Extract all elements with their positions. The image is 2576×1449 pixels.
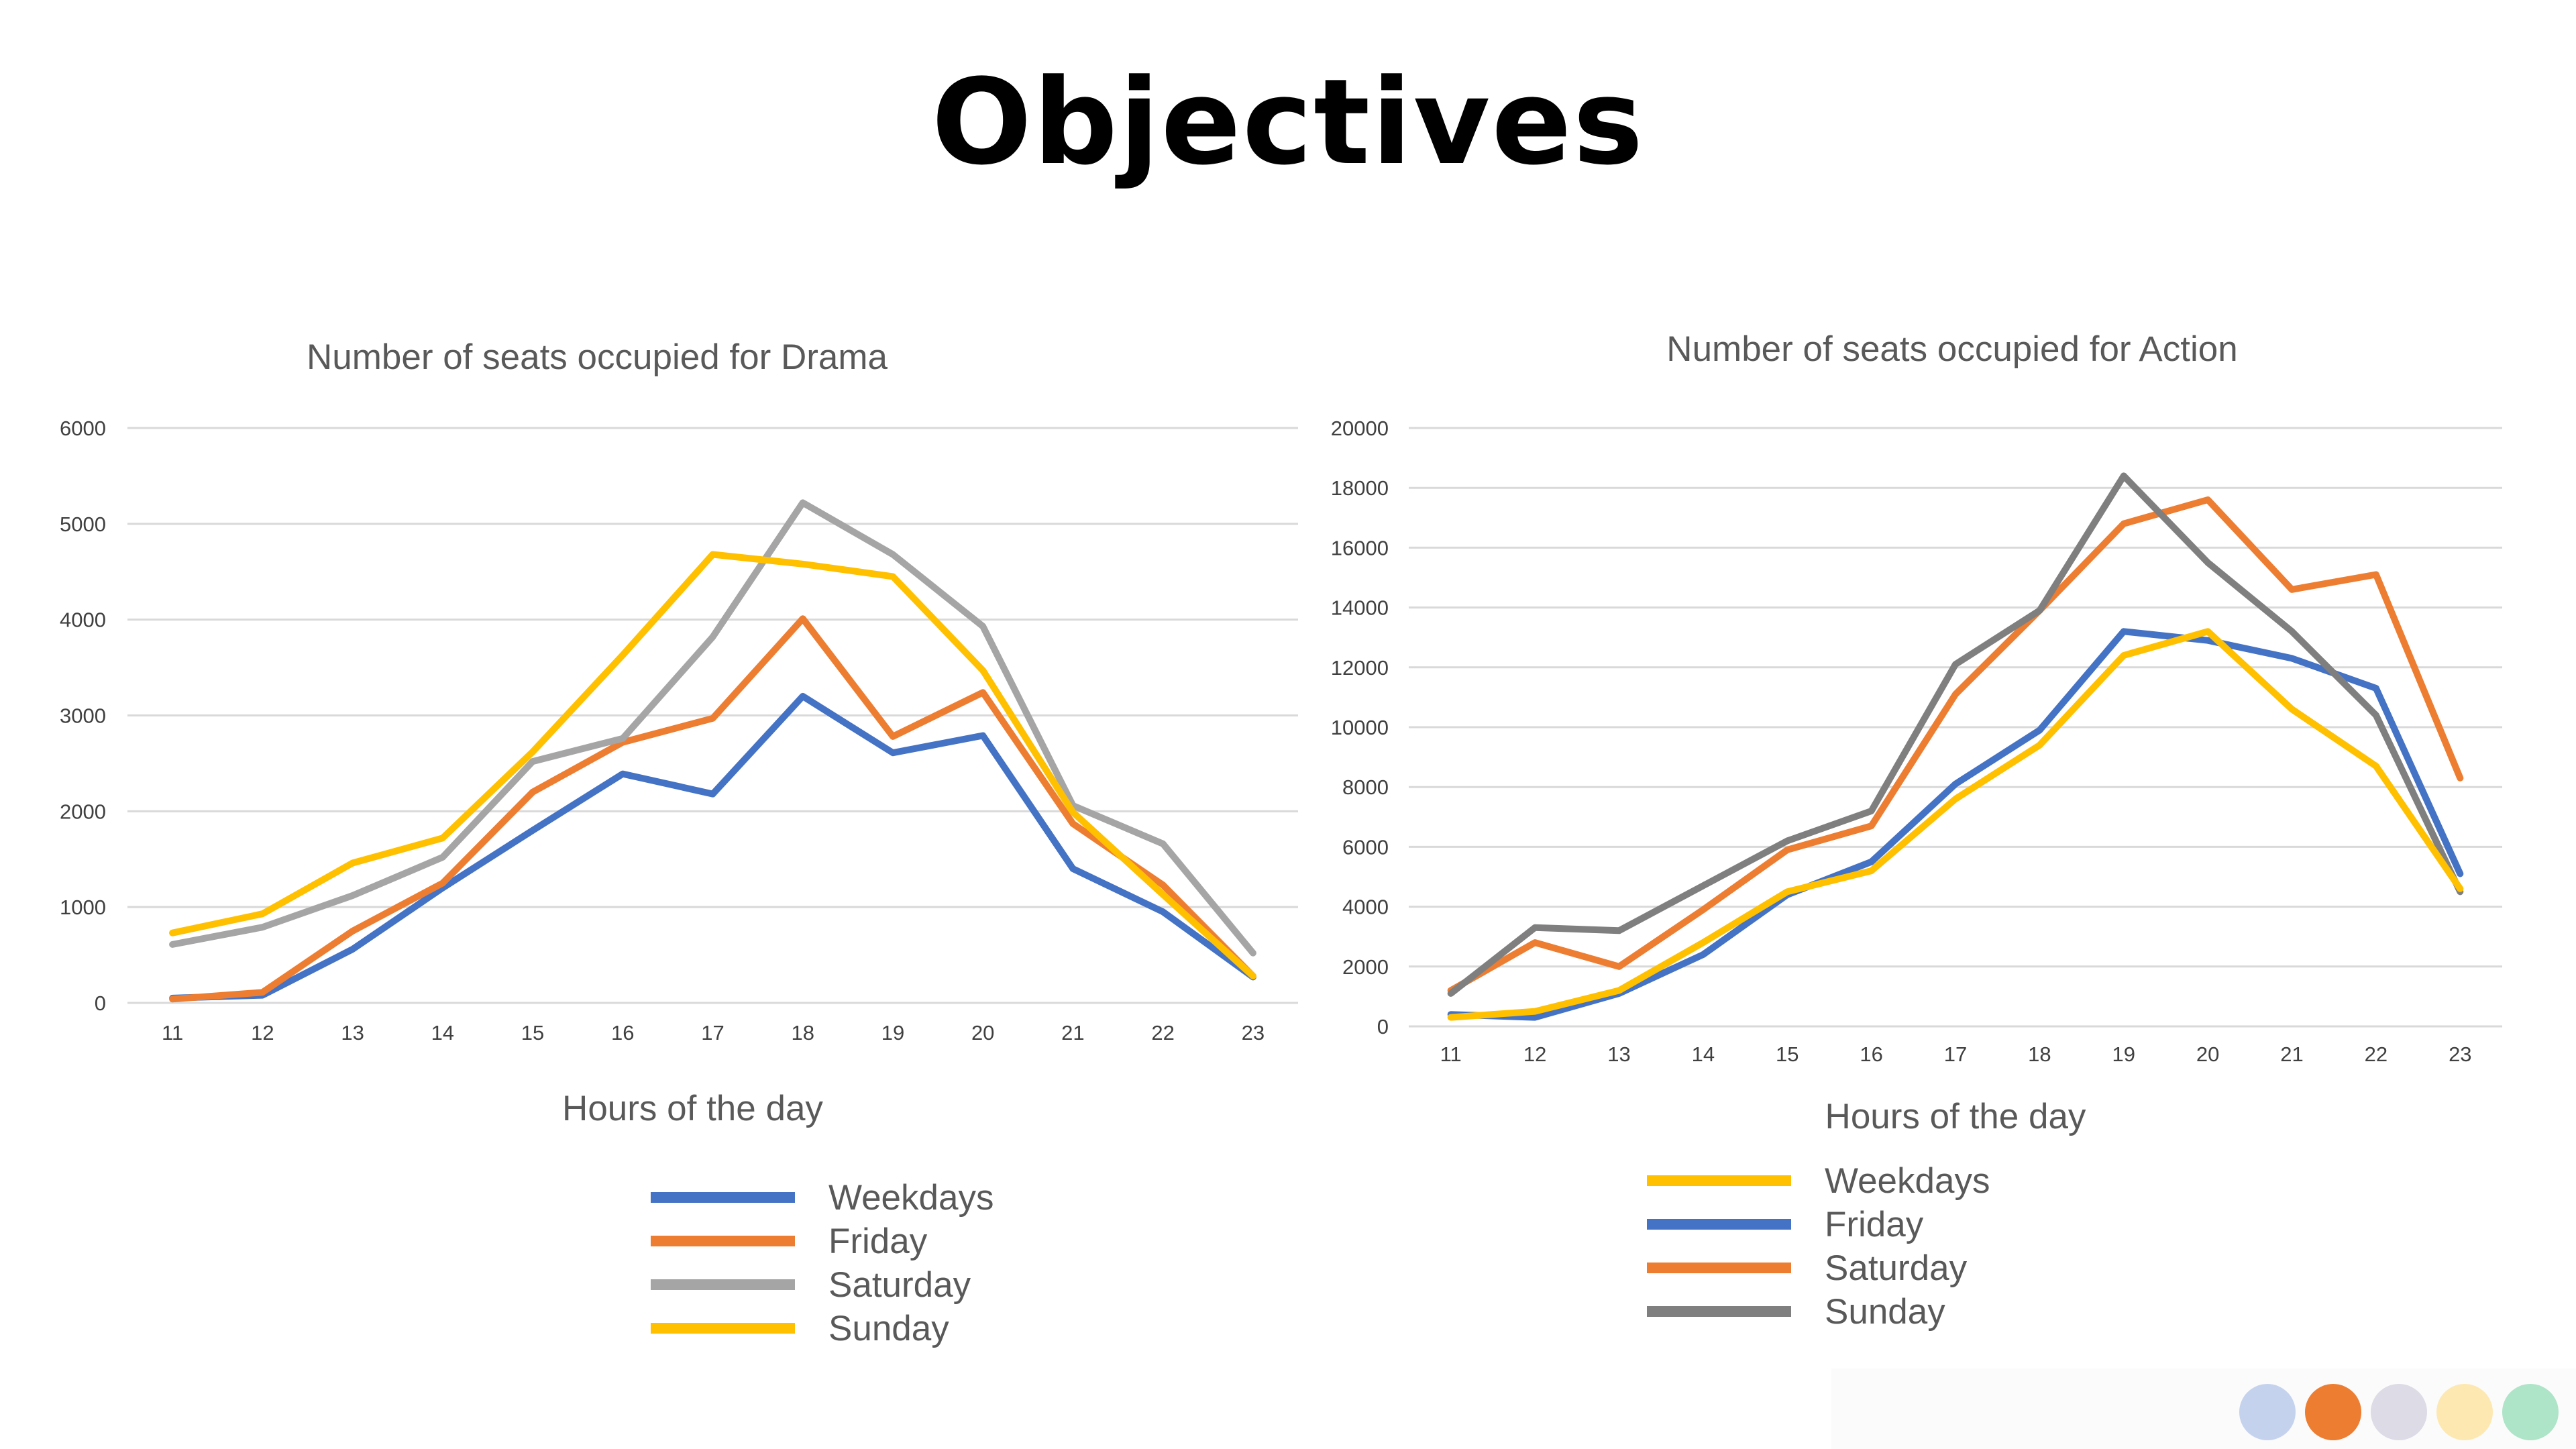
x-axis-label: Hours of the day	[1825, 1097, 2086, 1136]
x-tick-label: 15	[521, 1021, 544, 1044]
x-tick-label: 12	[1523, 1042, 1546, 1066]
decor-dot	[2502, 1384, 2559, 1440]
x-tick-label: 11	[162, 1021, 183, 1044]
y-tick-label: 4000	[60, 608, 106, 632]
series-line-weekdays	[169, 692, 1256, 1002]
series-line-weekdays	[1447, 628, 2464, 1021]
decor-dot	[2436, 1384, 2493, 1440]
y-tick-label: 2000	[60, 800, 106, 823]
y-tick-label: 2000	[1342, 955, 1389, 979]
y-tick-label: 3000	[60, 704, 106, 728]
y-tick-label: 5000	[60, 513, 106, 536]
series-line-saturday	[169, 499, 1256, 957]
x-axis-label: Hours of the day	[562, 1089, 823, 1128]
x-tick-label: 23	[1242, 1021, 1265, 1044]
x-tick-label: 11	[1440, 1042, 1462, 1066]
x-tick-label: 18	[2028, 1042, 2051, 1066]
x-tick-label: 15	[1776, 1042, 1799, 1066]
x-tick-label: 19	[881, 1021, 904, 1044]
legend-label: Friday	[828, 1222, 928, 1261]
y-tick-label: 6000	[60, 417, 106, 440]
x-tick-label: 16	[611, 1021, 634, 1044]
page-title: Objectives	[931, 54, 1645, 191]
x-tick-label: 14	[431, 1021, 454, 1044]
x-tick-label: 17	[1944, 1042, 1967, 1066]
y-tick-label: 0	[95, 991, 106, 1015]
x-tick-label: 20	[971, 1021, 994, 1044]
chart-title: Number of seats occupied for Drama	[307, 337, 888, 377]
y-tick-label: 1000	[60, 896, 106, 919]
series-line-sunday	[169, 551, 1256, 979]
y-tick-label: 0	[1377, 1015, 1389, 1038]
x-tick-label: 20	[2196, 1042, 2219, 1066]
drama-chart: Number of seats occupied for Drama 0 1000 2…	[0, 315, 1298, 1362]
legend-label: Saturday	[1825, 1248, 1968, 1288]
y-tick-label: 12000	[1331, 656, 1389, 680]
decor-dot	[2371, 1384, 2427, 1440]
legend-label: Friday	[1825, 1205, 1924, 1244]
chart-title: Number of seats occupied for Action	[1666, 329, 2237, 369]
x-tick-label: 13	[1607, 1042, 1630, 1066]
legend-label: Saturday	[828, 1265, 971, 1305]
x-tick-label: 16	[1860, 1042, 1882, 1066]
x-tick-label: 23	[2449, 1042, 2471, 1066]
series-line-friday	[169, 615, 1256, 1003]
y-tick-label: 14000	[1331, 596, 1389, 620]
y-tick-label: 20000	[1331, 417, 1389, 440]
y-tick-label: 10000	[1331, 716, 1389, 739]
x-tick-label: 22	[2365, 1042, 2387, 1066]
y-tick-label: 8000	[1342, 775, 1389, 799]
legend-label: Sunday	[828, 1309, 949, 1348]
series-line-sunday	[1447, 472, 2464, 997]
y-tick-label: 18000	[1331, 476, 1389, 500]
legend-label: Weekdays	[1825, 1161, 1990, 1201]
x-tick-label: 17	[701, 1021, 724, 1044]
x-tick-label: 22	[1151, 1021, 1174, 1044]
y-tick-label: 4000	[1342, 896, 1389, 919]
x-tick-label: 21	[1061, 1021, 1084, 1044]
x-tick-label: 21	[2280, 1042, 2303, 1066]
x-tick-label: 18	[791, 1021, 814, 1044]
chart-svg: Number of seats occupied for Drama 0 1000 2…	[60, 337, 1298, 1348]
x-tick-label: 19	[2112, 1042, 2135, 1066]
action-chart: Number of seats occupied for Action 0 2000…	[1288, 315, 2576, 1362]
series-line-saturday	[1447, 496, 2464, 994]
legend-label: Weekdays	[828, 1178, 994, 1218]
x-tick-label: 12	[251, 1021, 274, 1044]
x-tick-label: 14	[1692, 1042, 1715, 1066]
legend-label: Sunday	[1825, 1292, 1945, 1332]
decor-dot	[2239, 1384, 2296, 1440]
decor-dot	[2305, 1384, 2361, 1440]
y-tick-label: 6000	[1342, 835, 1389, 859]
y-tick-label: 16000	[1331, 536, 1389, 559]
chart-svg: Number of seats occupied for Action 0 2000…	[1331, 329, 2502, 1332]
x-tick-label: 13	[341, 1021, 364, 1044]
